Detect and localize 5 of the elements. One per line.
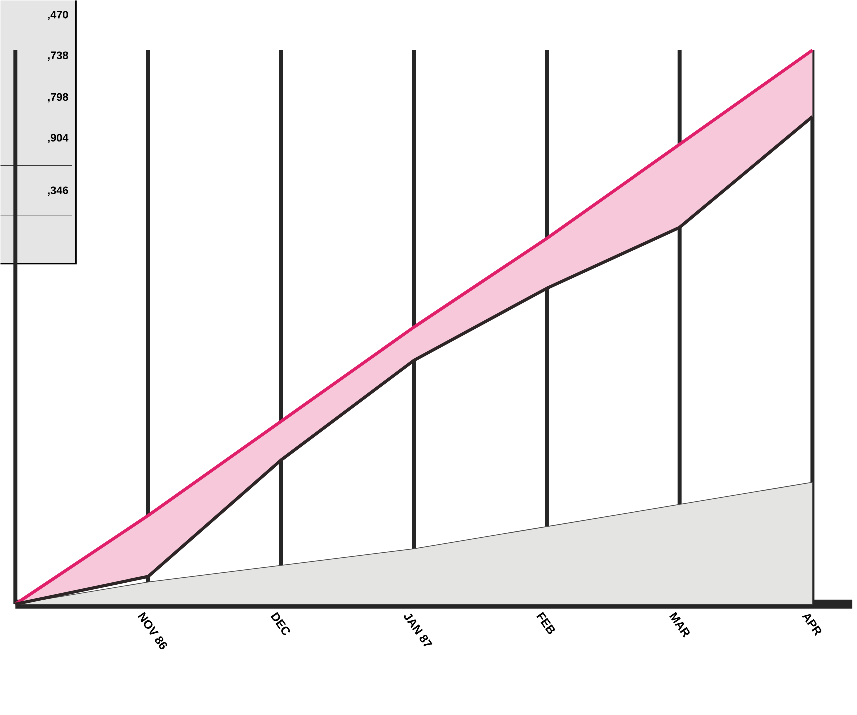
annotation: ,798 bbox=[48, 94, 68, 103]
annotation: ,904 bbox=[48, 134, 69, 144]
text: ,470 bbox=[48, 11, 68, 20]
annotation: ,738 bbox=[48, 52, 68, 62]
annotation: ,346 bbox=[48, 186, 68, 196]
